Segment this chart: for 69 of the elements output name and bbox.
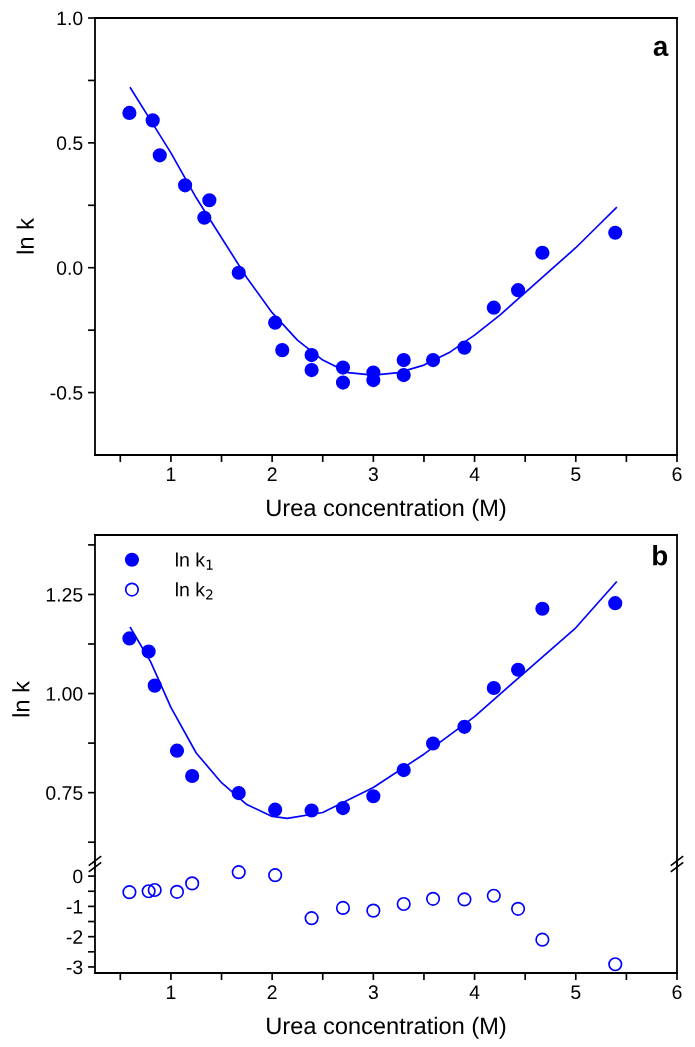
- point: [486, 680, 501, 696]
- point: [304, 363, 319, 378]
- point: [608, 596, 623, 611]
- point: [366, 789, 381, 804]
- y-tick-label: 0.75: [46, 786, 83, 800]
- y-tick-label: -0.5: [50, 386, 83, 400]
- legend-label: ln k$_{1}$: [176, 552, 213, 570]
- point: [457, 892, 472, 907]
- y-tick-label: 0.0: [56, 261, 83, 275]
- x-tick-label: 4: [469, 985, 480, 999]
- point: [608, 225, 623, 240]
- point: [202, 193, 217, 208]
- point: [122, 105, 137, 120]
- x-tick-label: 6: [672, 985, 682, 1000]
- y-tick-label: -3: [66, 960, 83, 975]
- x-tick-label: 3: [368, 467, 378, 482]
- point: [169, 743, 185, 758]
- y-tick-label: -1: [66, 900, 83, 914]
- x-tick-label: 2: [267, 985, 277, 999]
- y-axis-title: ln k: [12, 681, 30, 717]
- point: [511, 901, 526, 916]
- point: [152, 148, 167, 163]
- point: [141, 884, 156, 899]
- x-tick-label: 5: [571, 985, 581, 1000]
- point: [366, 903, 381, 918]
- point: [535, 245, 550, 260]
- y-tick-label: 1.25: [46, 587, 83, 602]
- point: [425, 891, 441, 906]
- point: [608, 957, 623, 972]
- x-tick-label: 1: [166, 467, 176, 481]
- point: [511, 662, 526, 677]
- text: ln k$_{2}$: [176, 582, 213, 600]
- point: [147, 882, 162, 898]
- point: [185, 876, 200, 891]
- point: [185, 768, 200, 784]
- point: [396, 353, 411, 368]
- point: [335, 900, 351, 915]
- point: [147, 678, 162, 693]
- x-tick-label: 2: [267, 467, 277, 481]
- point: [122, 885, 137, 900]
- point: [396, 896, 411, 912]
- point: [511, 283, 526, 298]
- point: [275, 343, 290, 358]
- point: [304, 911, 319, 926]
- x-axis-title: Urea concentration (M): [267, 498, 506, 521]
- x-tick-label: 1: [166, 985, 176, 999]
- point: [335, 375, 351, 390]
- point: [122, 631, 137, 646]
- y-tick-label: 1.00: [46, 687, 83, 701]
- x-axis-title: Urea concentration (M): [267, 1016, 506, 1039]
- y-tick-label: -2: [66, 930, 83, 944]
- y-tick-label: 0.5: [56, 136, 83, 151]
- y-tick-label: 0: [73, 869, 83, 884]
- x-tick-label: 3: [368, 985, 378, 1000]
- point: [169, 884, 185, 899]
- x-tick-label: 4: [469, 467, 480, 481]
- y-axis-title: ln k: [16, 218, 34, 254]
- point: [486, 888, 501, 903]
- annotation: a: [653, 40, 669, 57]
- x-tick-label: 5: [571, 467, 581, 482]
- point: [486, 300, 501, 315]
- point: [268, 802, 283, 817]
- point: [535, 601, 550, 616]
- point: [535, 932, 550, 947]
- y-tick-label: 1.0: [57, 11, 83, 26]
- point: [231, 865, 246, 880]
- point: [268, 868, 283, 883]
- x-tick-label: 6: [672, 467, 682, 482]
- annotation: b: [653, 545, 668, 566]
